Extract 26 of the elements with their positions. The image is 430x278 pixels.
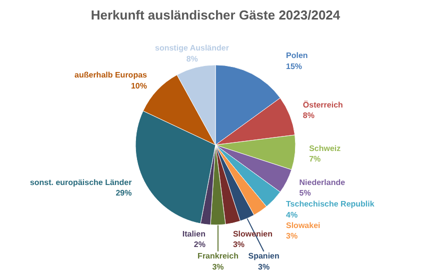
data-label: 10% [130,81,147,90]
data-label: 7% [309,154,321,164]
slice-label: Österreich [302,100,344,110]
slice-label: Slowakei [286,220,320,230]
data-label: 15% [286,62,302,71]
data-label: 8% [302,111,314,120]
data-label: 3% [212,262,224,272]
slice-label: sonstige Ausländer [155,44,229,53]
data-label: 2% [194,240,206,250]
slice-label: Niederlande [299,178,346,187]
data-label: 29% [116,188,132,198]
slice-label: sonst. europäische Länder [30,178,132,187]
data-label: 5% [299,188,311,198]
data-label: 8% [186,54,198,64]
chart-title: Herkunft ausländischer Gäste 2023/2024 [90,8,341,22]
slice-label: Tschechische Republik [286,200,375,209]
data-label: 4% [286,210,298,220]
slice-label: Polen [286,50,308,60]
data-label: 3% [258,262,270,272]
slice-label: Frankreich [198,252,239,261]
slice-label: außerhalb Europas [74,70,148,80]
data-label: 3% [232,240,245,250]
slice-label: Spanien [248,252,280,261]
data-label: 3% [286,232,298,241]
slice-label: Schweiz [309,144,341,153]
slice-label: Italien [182,229,206,238]
